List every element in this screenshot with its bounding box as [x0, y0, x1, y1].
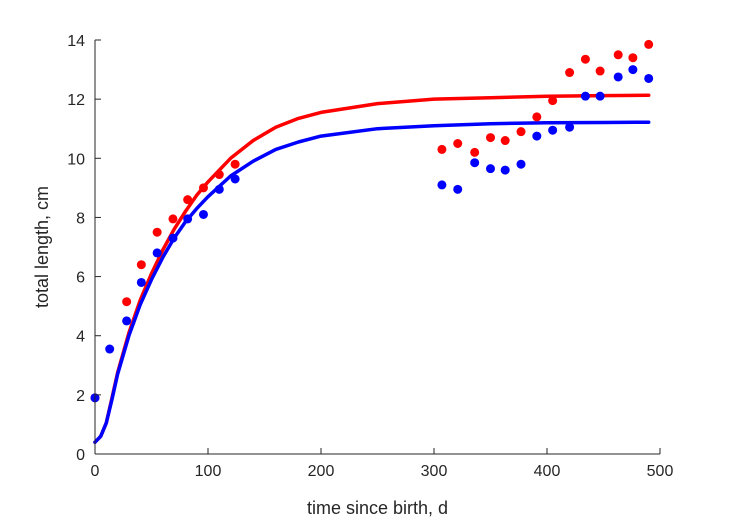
data-point — [595, 66, 605, 76]
data-point — [486, 133, 495, 143]
data-point — [628, 65, 638, 75]
data-point — [198, 183, 208, 193]
data-point — [152, 227, 162, 237]
data-point — [532, 131, 542, 141]
data-point — [470, 158, 480, 168]
y-tick-label: 0 — [76, 447, 85, 464]
x-ticks: 0 100 200 300 400 500 — [91, 448, 674, 480]
data-point — [613, 50, 623, 60]
data-point — [644, 73, 654, 83]
data-point — [168, 214, 178, 224]
data-point — [580, 54, 590, 64]
fit-line-3 — [93, 120, 651, 444]
data-point — [532, 112, 542, 122]
data-point — [214, 170, 224, 180]
x-tick-label: 0 — [91, 463, 100, 480]
data-point — [565, 68, 575, 78]
plot-marks — [90, 39, 654, 444]
y-tick-label: 4 — [76, 329, 85, 346]
y-tick-label: 10 — [67, 151, 85, 168]
data-point — [453, 139, 463, 148]
data-point — [613, 72, 623, 82]
data-point — [595, 91, 605, 101]
data-point — [122, 297, 132, 307]
data-point — [470, 147, 480, 157]
x-tick-label: 100 — [195, 463, 222, 480]
y-tick-label: 14 — [67, 33, 85, 50]
data-point — [136, 277, 146, 287]
data-point — [644, 39, 654, 49]
data-point — [628, 53, 638, 63]
data-point — [565, 122, 575, 132]
data-point — [580, 91, 590, 101]
y-tick-label: 12 — [67, 92, 85, 109]
data-point — [548, 125, 558, 135]
data-point — [437, 144, 447, 154]
data-point — [183, 214, 193, 224]
x-tick-label: 500 — [647, 463, 674, 480]
data-point — [453, 184, 463, 194]
x-axis-label: time since birth, d — [307, 498, 448, 518]
y-tick-label: 6 — [76, 270, 85, 287]
data-point — [168, 233, 178, 243]
data-point — [198, 209, 208, 219]
data-point — [486, 164, 495, 174]
data-point — [500, 165, 510, 175]
data-point — [122, 316, 132, 326]
y-tick-label: 8 — [76, 210, 85, 227]
x-tick-label: 400 — [534, 463, 561, 480]
y-tick-label: 2 — [76, 388, 85, 405]
data-point — [230, 159, 240, 169]
data-point — [136, 260, 146, 270]
data-point — [183, 195, 193, 205]
axes — [94, 40, 660, 455]
data-point — [516, 127, 526, 137]
data-point — [548, 96, 558, 106]
y-ticks: 0 2 4 6 8 10 12 14 — [67, 33, 101, 464]
data-point — [230, 174, 240, 184]
data-point — [500, 136, 510, 146]
data-point — [214, 184, 224, 194]
data-point — [105, 344, 115, 354]
y-axis-label: total length, cm — [32, 186, 52, 308]
data-point — [516, 159, 526, 169]
x-tick-label: 300 — [421, 463, 448, 480]
data-point — [152, 248, 162, 258]
data-point — [437, 180, 447, 190]
x-tick-label: 200 — [308, 463, 335, 480]
